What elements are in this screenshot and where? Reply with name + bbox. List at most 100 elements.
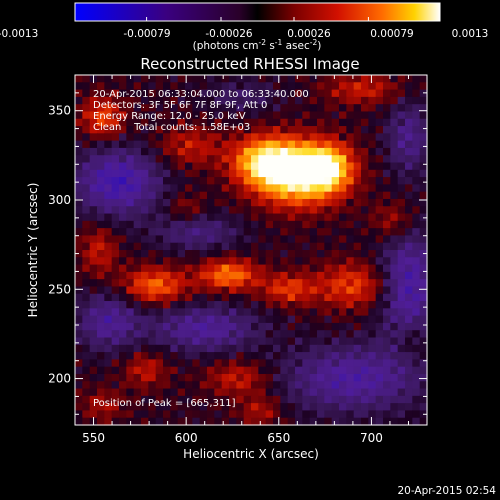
heatmap-cell bbox=[258, 213, 267, 222]
heatmap-cell bbox=[361, 293, 369, 302]
heatmap-cell bbox=[361, 133, 369, 142]
heatmap-cell bbox=[214, 395, 223, 404]
heatmap-cell bbox=[89, 337, 98, 346]
heatmap-cell bbox=[163, 257, 171, 266]
heatmap-cell bbox=[170, 286, 179, 295]
heatmap-cell bbox=[236, 410, 245, 419]
heatmap-cell bbox=[412, 395, 421, 404]
heatmap-cell bbox=[126, 89, 135, 98]
heatmap-cell bbox=[192, 352, 201, 360]
heatmap-cell bbox=[243, 257, 252, 266]
heatmap-cell bbox=[375, 104, 384, 113]
heatmap-cell bbox=[89, 293, 98, 302]
heatmap-cell bbox=[111, 359, 120, 368]
heatmap-cell bbox=[324, 322, 333, 331]
heatmap-cell bbox=[82, 147, 91, 156]
heatmap-cell bbox=[412, 286, 421, 295]
heatmap-cell bbox=[280, 279, 289, 288]
heatmap-cell bbox=[155, 250, 164, 258]
heatmap-cell bbox=[163, 417, 171, 426]
heatmap-cell bbox=[324, 169, 333, 178]
heatmap-cell bbox=[368, 104, 377, 113]
heatmap-cell bbox=[104, 75, 113, 83]
heatmap-cell bbox=[82, 133, 91, 142]
heatmap-cell bbox=[185, 213, 193, 222]
heatmap-cell bbox=[221, 147, 230, 156]
heatmap-cell bbox=[302, 126, 311, 134]
heatmap-cell bbox=[368, 337, 377, 346]
heatmap-cell bbox=[236, 213, 245, 222]
heatmap-cell bbox=[397, 395, 406, 404]
heatmap-cell bbox=[170, 104, 179, 113]
heatmap-cell bbox=[111, 220, 120, 229]
heatmap-cell bbox=[339, 286, 347, 295]
heatmap-cell bbox=[383, 89, 391, 98]
heatmap-cell bbox=[383, 242, 391, 251]
heatmap-cell bbox=[75, 147, 83, 156]
heatmap-cell bbox=[75, 308, 83, 317]
heatmap-cell bbox=[141, 75, 149, 83]
heatmap-cell bbox=[412, 308, 421, 317]
heatmap-cell bbox=[104, 191, 113, 200]
heatmap-cell bbox=[368, 111, 377, 120]
heatmap-cell bbox=[419, 403, 428, 412]
heatmap-cell bbox=[273, 111, 281, 120]
heatmap-cell bbox=[324, 228, 333, 237]
heatmap-cell bbox=[361, 89, 369, 98]
heatmap-cell bbox=[258, 271, 267, 280]
heatmap-cell bbox=[412, 169, 421, 178]
heatmap-cell bbox=[243, 147, 252, 156]
heatmap-cell bbox=[133, 228, 142, 237]
heatmap-cell bbox=[89, 242, 98, 251]
heatmap-cell bbox=[302, 271, 311, 280]
heatmap-cell bbox=[221, 395, 230, 404]
heatmap-cell bbox=[214, 220, 223, 229]
heatmap-cell bbox=[295, 315, 303, 324]
heatmap-cell bbox=[214, 228, 223, 237]
heatmap-cell bbox=[251, 111, 259, 120]
heatmap-cell bbox=[133, 257, 142, 266]
heatmap-cell bbox=[119, 133, 127, 142]
heatmap-cell bbox=[207, 279, 215, 288]
heatmap-cell bbox=[111, 213, 120, 222]
heatmap-cell bbox=[207, 220, 215, 229]
heatmap-cell bbox=[280, 235, 289, 244]
heatmap-cell bbox=[361, 373, 369, 382]
heatmap-cell bbox=[280, 388, 289, 397]
heatmap-cell bbox=[375, 220, 384, 229]
heatmap-cell bbox=[214, 184, 223, 193]
heatmap-cell bbox=[141, 235, 149, 244]
heatmap-cell bbox=[89, 250, 98, 258]
heatmap-cell bbox=[185, 388, 193, 397]
heatmap-image bbox=[75, 75, 428, 426]
heatmap-cell bbox=[236, 126, 245, 134]
heatmap-cell bbox=[258, 315, 267, 324]
heatmap-cell bbox=[243, 250, 252, 258]
observation-info: 20-Apr-2015 06:33:04.000 to 06:33:40.000… bbox=[93, 89, 309, 133]
heatmap-cell bbox=[324, 352, 333, 360]
heatmap-cell bbox=[214, 373, 223, 382]
heatmap-cell bbox=[273, 330, 281, 339]
heatmap-cell bbox=[361, 104, 369, 113]
heatmap-cell bbox=[412, 206, 421, 215]
heatmap-cell bbox=[221, 366, 230, 375]
heatmap-cell bbox=[192, 213, 201, 222]
heatmap-cell bbox=[368, 293, 377, 302]
heatmap-cell bbox=[170, 133, 179, 142]
heatmap-cell bbox=[207, 82, 215, 91]
heatmap-cell bbox=[104, 293, 113, 302]
heatmap-cell bbox=[419, 293, 428, 302]
heatmap-cell bbox=[243, 359, 252, 368]
heatmap-cell bbox=[155, 235, 164, 244]
heatmap-cell bbox=[119, 140, 127, 149]
heatmap-cell bbox=[243, 286, 252, 295]
heatmap-cell bbox=[155, 155, 164, 164]
heatmap-cell bbox=[229, 403, 237, 412]
heatmap-cell bbox=[177, 308, 186, 317]
heatmap-cell bbox=[75, 118, 83, 127]
heatmap-cell bbox=[82, 352, 91, 360]
heatmap-cell bbox=[119, 75, 127, 83]
x-tick-label: 600 bbox=[175, 431, 198, 445]
heatmap-cell bbox=[346, 337, 355, 346]
heatmap-cell bbox=[419, 381, 428, 390]
